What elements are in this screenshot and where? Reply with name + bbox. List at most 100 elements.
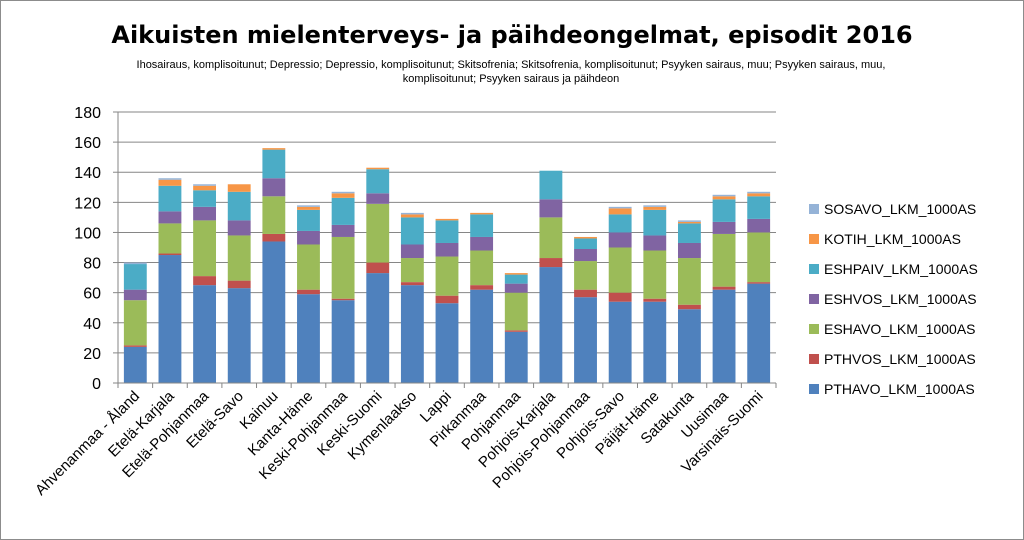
y-tick-label: 80 [83,256,101,273]
bar-segment [366,167,390,170]
bar-segment [158,178,182,180]
legend-label: ESHVOS_LKM_1000AS [824,291,977,307]
chart-subtitle: Ihosairaus, komplisoitunut; Depressio; D… [136,59,886,85]
bar-segment [227,288,251,383]
bar-segment [608,214,632,233]
bar-segment [400,244,424,259]
bar-segment [227,220,251,236]
bar-segment [470,212,494,215]
chart-title: Aikuisten mielenterveys- ja päihdeongelm… [111,21,913,49]
bar-segment [435,218,459,221]
bar-segment [297,209,320,231]
y-tick-label: 100 [74,225,101,242]
bar-segment [262,149,286,179]
bar-segment [677,304,701,310]
bar-segment [331,298,355,301]
bar-segment [643,250,667,299]
bar-segment [435,295,459,304]
bar-segment [158,253,182,256]
bar-segment [608,292,632,302]
bar-segment [262,196,286,234]
bar-segment [574,261,597,290]
bar-segment [470,236,494,251]
bar-segment [747,283,771,383]
bar-segment [677,220,701,222]
bar-segment [677,221,701,224]
legend-swatch [809,294,819,304]
bar-segment [400,285,424,383]
legend-label: PTHAVO_LKM_1000AS [824,381,975,397]
bar-segment [643,205,667,207]
bar-segment [193,190,217,207]
bar-segment [331,224,355,237]
bar-segment [400,217,424,245]
bar-segment [470,250,494,286]
bar-segment [123,346,147,383]
axes [117,112,777,388]
bar-segment [193,184,217,186]
bar-segment [470,289,494,383]
y-tick-label: 120 [74,195,101,212]
bar-segment [747,193,771,197]
bar-segment [574,249,597,262]
legend-swatch [809,324,819,334]
bar-segment [193,206,217,221]
bar-segment [435,220,459,243]
bar-segment [297,230,320,245]
bar-segment [504,331,528,383]
legend-label: ESHAVO_LKM_1000AS [824,321,976,337]
bar-segment [539,217,563,259]
bar-segment [504,274,528,284]
legend-label: PTHVOS_LKM_1000AS [824,351,976,367]
bar-segment [504,273,528,275]
bar-segment [123,300,147,346]
bar-segment [643,209,667,236]
bar-segment [470,214,494,237]
bar-segment [262,148,286,150]
bar-segment [123,264,147,290]
bar-segment [227,191,251,221]
bar-segment [608,208,632,215]
bar-segment [712,199,736,222]
bar-segment [193,185,217,191]
legend-swatch [809,354,819,364]
bar-segment [262,241,286,383]
legend-swatch [809,384,819,394]
bar-segment [574,297,597,383]
bar-segment [712,194,736,197]
bar-segment [712,221,736,234]
y-tick-label: 40 [83,316,101,333]
bar-segment [539,170,563,200]
bar-segment [366,262,390,274]
bar-segment [123,262,147,265]
y-tick-label: 0 [92,376,101,393]
bar-segment [643,235,667,251]
bar-segment [331,191,355,194]
bar-segment [712,289,736,383]
y-axis-ticks: 0 20 40 60 80 100 120 140 160 180 [74,105,118,393]
legend-swatch [809,234,819,244]
legend-swatch [809,264,819,274]
bar-segment [677,258,701,305]
bar-segment [712,286,736,290]
bar-segment [747,196,771,219]
bar-segment [574,289,597,298]
bar-segment [297,206,320,210]
bar-segment [539,267,563,383]
bar-segment [366,169,390,194]
bar-segment [366,273,390,383]
bar-segment [158,223,182,254]
bar-segment [470,285,494,290]
legend-label: ESHPAIV_LKM_1000AS [824,261,978,277]
bar-segment [297,205,320,207]
bar-segment [400,212,424,215]
y-tick-label: 160 [74,135,101,152]
bar-segment [193,220,217,277]
bar-segment [435,303,459,383]
bar-segment [158,185,182,212]
bar-segment [435,256,459,296]
legend-label: KOTIH_LKM_1000AS [824,231,961,247]
bar-segment [158,255,182,383]
bar-segment [158,211,182,224]
